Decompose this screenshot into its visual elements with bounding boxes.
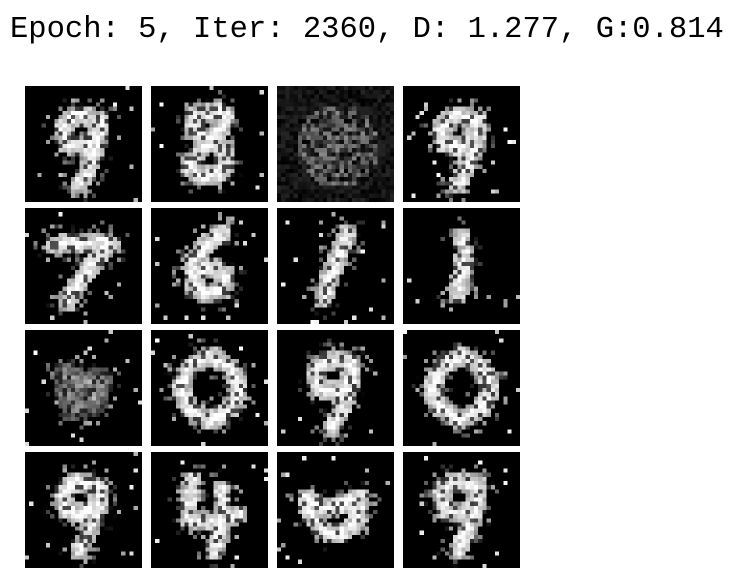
generated-sample-9-16 [403,452,520,568]
generated-sample-0-12 [403,330,520,446]
generated-sample-faint-9 [25,330,142,446]
training-status-text: Epoch: 5, Iter: 2360, D: 1.277, G:0.814 [10,13,724,47]
generated-sample-7-5 [25,208,142,324]
generated-sample-9-11 [277,330,394,446]
generated-sample-4-14 [151,452,268,568]
generated-samples-grid [25,86,520,568]
generated-sample-i-8 [403,208,520,324]
generated-sample-1-7 [277,208,394,324]
generated-sample-9-13 [25,452,142,568]
generated-sample-blob-15 [277,452,394,568]
generated-sample-6-6 [151,208,268,324]
generated-sample-0-10 [151,330,268,446]
generated-sample-8-2 [151,86,268,202]
generated-sample-9-1 [25,86,142,202]
generated-sample-9-4 [403,86,520,202]
generated-sample-noise-3 [277,86,394,202]
